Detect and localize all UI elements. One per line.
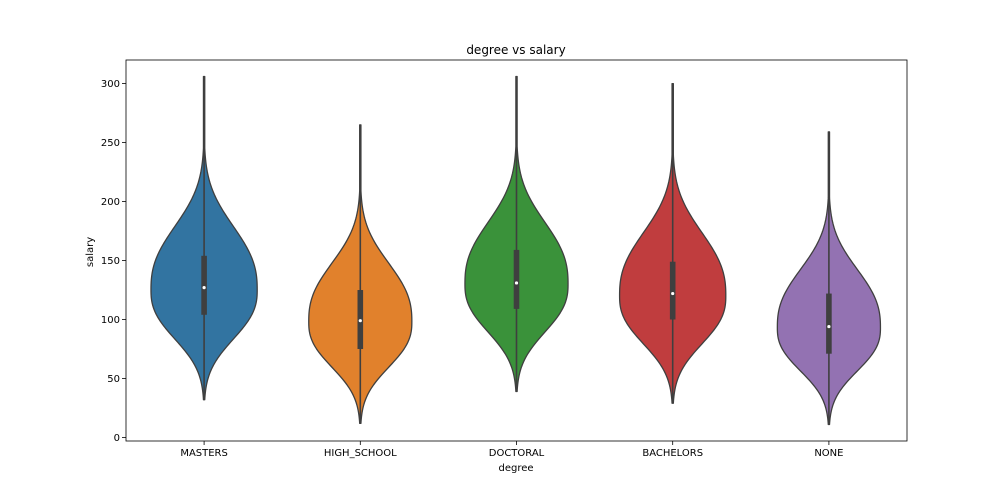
x-axis: MASTERS HIGH_SCHOOL DOCTORAL BACHELORS NONE	[180, 441, 843, 459]
violin-high-school	[308, 124, 413, 424]
plot-area	[150, 75, 882, 426]
violin-masters	[150, 75, 258, 401]
x-axis-title: degree	[498, 463, 533, 474]
violin-median	[514, 281, 519, 285]
violin-iqr-box	[669, 261, 676, 320]
violin-iqr-box	[201, 255, 207, 315]
chart-title: degree vs salary	[466, 43, 565, 57]
violin-median	[358, 319, 362, 323]
y-tick-label: 0	[114, 433, 120, 444]
violin-iqr-box	[826, 293, 832, 354]
y-axis-title: salary	[85, 237, 96, 267]
violin-doctoral	[464, 75, 569, 393]
y-tick-label: 100	[101, 315, 120, 326]
violin-iqr-box	[513, 249, 520, 309]
violin-median	[202, 286, 206, 290]
y-tick-label: 150	[101, 256, 120, 267]
x-tick-label: DOCTORAL	[489, 448, 545, 459]
y-axis: 0 50 100 150 200 250 300	[101, 79, 126, 444]
violin-none	[776, 131, 882, 426]
y-tick-label: 50	[107, 374, 120, 385]
x-tick-label: MASTERS	[180, 448, 228, 459]
violin-bachelors	[618, 82, 727, 404]
x-tick-label: BACHELORS	[642, 448, 703, 459]
y-tick-label: 250	[101, 138, 120, 149]
y-tick-label: 300	[101, 79, 120, 90]
violin-median	[827, 324, 831, 329]
x-tick-label: HIGH_SCHOOL	[324, 448, 397, 459]
x-tick-label: NONE	[814, 448, 843, 459]
violin-median	[671, 291, 675, 296]
y-tick-label: 200	[101, 197, 120, 208]
